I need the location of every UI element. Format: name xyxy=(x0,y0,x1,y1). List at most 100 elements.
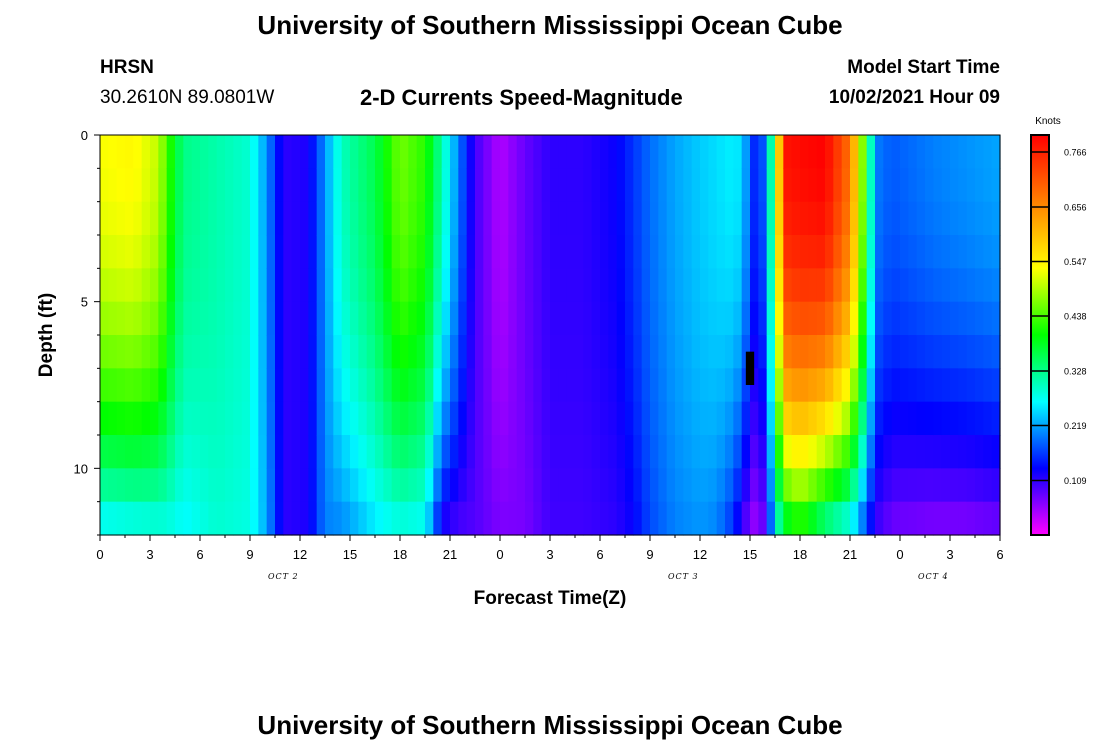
heatmap-cell xyxy=(625,368,634,403)
heatmap-cell xyxy=(600,268,609,303)
heatmap-cell xyxy=(666,468,676,503)
heatmap-cell xyxy=(966,301,976,336)
heatmap-cell xyxy=(250,301,259,336)
heatmap-cell xyxy=(716,501,726,536)
x-tick-label: 6 xyxy=(596,547,603,562)
heatmap-cell xyxy=(483,335,493,369)
heatmap-cell xyxy=(866,435,876,469)
heatmap-cell xyxy=(833,168,843,203)
heatmap-cell xyxy=(158,268,168,303)
heatmap-cell xyxy=(933,135,943,169)
heatmap-cell xyxy=(625,235,634,269)
heatmap-cell xyxy=(366,501,376,536)
heatmap-cell xyxy=(350,501,359,536)
heatmap-cell xyxy=(708,268,718,303)
heatmap-cell xyxy=(500,368,509,403)
heatmap-cell xyxy=(316,168,326,203)
date-label: OCT 3 xyxy=(668,572,699,581)
heatmap-cell xyxy=(525,268,534,303)
heatmap-cell xyxy=(750,201,759,236)
heatmap-cell xyxy=(658,235,668,269)
heatmap-cell xyxy=(658,135,668,169)
heatmap-cell xyxy=(758,435,768,469)
heatmap-cell xyxy=(600,435,609,469)
heatmap-cell xyxy=(516,435,526,469)
heatmap-cell xyxy=(716,301,726,336)
heatmap-cell xyxy=(650,468,659,503)
heatmap-cell xyxy=(783,335,793,369)
heatmap-cell xyxy=(991,168,1001,203)
heatmap-cell xyxy=(250,168,259,203)
heatmap-cell xyxy=(650,435,659,469)
heatmap-cells xyxy=(100,135,1001,536)
heatmap-cell xyxy=(758,501,768,536)
heatmap-cell xyxy=(633,401,643,436)
heatmap-cell xyxy=(583,501,593,536)
heatmap-cell xyxy=(841,501,851,536)
heatmap-cell xyxy=(391,268,401,303)
heatmap-cell xyxy=(908,168,918,203)
heatmap-cell xyxy=(850,135,859,169)
heatmap-cell xyxy=(808,501,818,536)
heatmap-cell xyxy=(916,501,926,536)
heatmap-cell xyxy=(108,235,118,269)
heatmap-cell xyxy=(875,268,884,303)
heatmap-cell xyxy=(633,235,643,269)
heatmap-cell xyxy=(233,301,243,336)
heatmap-cell xyxy=(491,501,501,536)
heatmap-cell xyxy=(533,368,543,403)
heatmap-cell xyxy=(741,435,751,469)
heatmap-cell xyxy=(166,501,176,536)
heatmap-cell xyxy=(508,135,518,169)
heatmap-cell xyxy=(966,168,976,203)
heatmap-cell xyxy=(883,201,893,236)
heatmap-cell xyxy=(208,168,218,203)
heatmap-cell xyxy=(916,301,926,336)
heatmap-cell xyxy=(775,135,784,169)
heatmap-cell xyxy=(625,301,634,336)
heatmap-cell xyxy=(141,335,151,369)
heatmap-cell xyxy=(375,301,384,336)
heatmap-cell xyxy=(566,468,576,503)
heatmap-cell xyxy=(308,368,318,403)
heatmap-cell xyxy=(441,435,451,469)
heatmap-cell xyxy=(600,235,609,269)
heatmap-cell xyxy=(266,501,276,536)
heatmap-cell xyxy=(891,235,901,269)
heatmap-cell xyxy=(425,268,434,303)
heatmap-cell xyxy=(208,435,218,469)
heatmap-cell xyxy=(875,201,884,236)
heatmap-cell xyxy=(783,401,793,436)
heatmap-cell xyxy=(900,335,909,369)
heatmap-cell xyxy=(708,168,718,203)
heatmap-cell xyxy=(458,135,468,169)
heatmap-cell xyxy=(433,501,443,536)
heatmap-cell xyxy=(816,268,826,303)
heatmap-cell xyxy=(441,268,451,303)
heatmap-cell xyxy=(458,501,468,536)
heatmap-cell xyxy=(991,201,1001,236)
heatmap-cell xyxy=(733,201,743,236)
heatmap-cell xyxy=(333,368,343,403)
heatmap-cell xyxy=(741,235,751,269)
heatmap-cell xyxy=(775,401,784,436)
heatmap-cell xyxy=(175,335,184,369)
heatmap-cell xyxy=(550,168,559,203)
heatmap-cell xyxy=(283,135,293,169)
heatmap-cell xyxy=(216,435,226,469)
heatmap-cell xyxy=(616,201,626,236)
colorbar-ticks: 0.766 0.656 0.547 0.438 0.328 0.219 0.109 xyxy=(1031,148,1087,486)
heatmap-cell xyxy=(141,235,151,269)
heatmap-cell xyxy=(683,301,693,336)
heatmap-cell xyxy=(350,435,359,469)
heatmap-cell xyxy=(600,368,609,403)
heatmap-cell xyxy=(733,168,743,203)
heatmap-cell xyxy=(750,301,759,336)
heatmap-cell xyxy=(625,468,634,503)
heatmap-cell xyxy=(841,335,851,369)
heatmap-cell xyxy=(800,201,809,236)
heatmap-cell xyxy=(908,435,918,469)
heatmap-cell xyxy=(358,335,368,369)
heatmap-cell xyxy=(900,268,909,303)
heatmap-cell xyxy=(408,201,418,236)
